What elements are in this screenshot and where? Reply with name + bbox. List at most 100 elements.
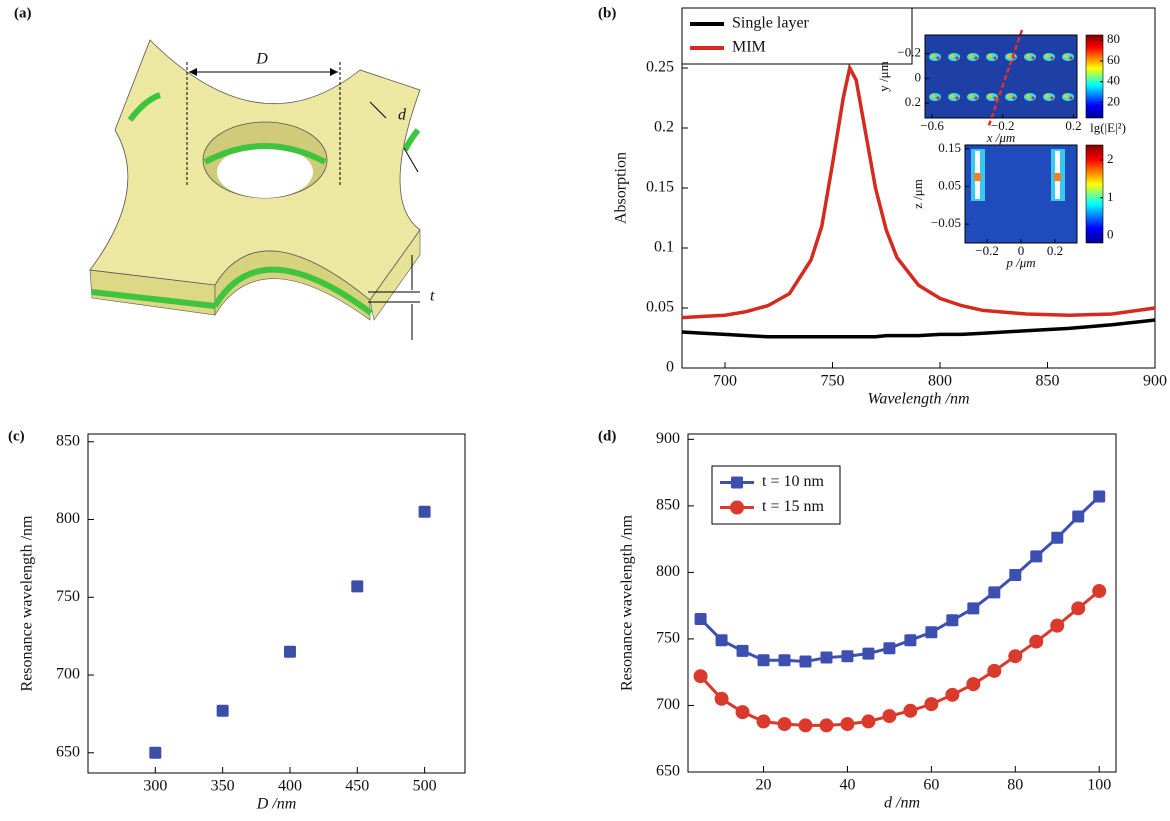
- x-tick-label: 700: [713, 373, 737, 390]
- marker: [1051, 531, 1064, 544]
- marker: [924, 697, 939, 712]
- x-tick-label: 400: [278, 778, 302, 795]
- x-tick-label: 20: [756, 777, 772, 794]
- y-tick-label: 0.2: [654, 119, 674, 136]
- green-layer: [203, 143, 327, 165]
- cut-line: [986, 29, 1024, 129]
- marker: [731, 476, 743, 489]
- field-spot: [1024, 53, 1036, 61]
- field-spot: [988, 94, 992, 98]
- marker: [757, 654, 770, 667]
- marker: [730, 500, 744, 515]
- marker: [799, 655, 812, 668]
- marker: [1092, 584, 1107, 599]
- dimension-label: d: [398, 107, 407, 124]
- field-spot: [931, 94, 935, 98]
- colorbar-label: lg(|E|²): [1090, 120, 1126, 135]
- marker: [418, 505, 431, 518]
- y-axis-label: Resonance wavelength /nm: [619, 514, 636, 691]
- field-spot: [969, 54, 973, 58]
- green-layer: [91, 289, 216, 309]
- legend-label: t = 15 nm: [762, 498, 824, 515]
- y-tick-label: 750: [656, 630, 680, 647]
- y-tick-label: 0: [666, 359, 674, 376]
- field-spot: [969, 94, 973, 98]
- green-layer: [212, 266, 373, 316]
- x-tick-label: 350: [211, 778, 235, 795]
- field-spot: [1062, 93, 1074, 101]
- x-tick-label: 60: [923, 777, 939, 794]
- colorbar: [1085, 34, 1104, 119]
- marker: [945, 687, 960, 702]
- panel-label: (d): [598, 428, 616, 444]
- x-axis-label: p /μm: [1005, 255, 1035, 270]
- marker: [925, 626, 938, 639]
- field-spot: [1043, 53, 1055, 61]
- y-tick-label: 650: [56, 743, 80, 760]
- field-spot: [931, 54, 935, 58]
- x-tick-label: 300: [143, 778, 167, 795]
- marker: [987, 663, 1002, 678]
- field-spot: [986, 93, 998, 101]
- y-axis-label: z /μm: [910, 179, 925, 209]
- field-spot: [974, 96, 978, 100]
- data-line: [681, 318, 1156, 339]
- y-axis-label: Resonance wavelength /nm: [19, 515, 36, 692]
- field-spot: [1007, 54, 1011, 58]
- y-tick-label: 700: [56, 666, 80, 683]
- y-tick-label: −0.05: [931, 215, 961, 230]
- marker: [904, 634, 917, 647]
- field-spot: [1007, 94, 1011, 98]
- y-tick-label: 0: [915, 69, 922, 84]
- field-spot: [1026, 94, 1030, 98]
- field-spot: [1024, 93, 1036, 101]
- marker: [882, 709, 897, 724]
- field-spot: [1031, 96, 1035, 100]
- field-spot: [1064, 54, 1068, 58]
- y-tick-label: 850: [56, 432, 80, 449]
- field-spot: [948, 93, 960, 101]
- marker: [216, 704, 229, 717]
- y-axis-label: Absorption: [613, 152, 630, 224]
- field-spot: [1050, 96, 1054, 100]
- field-spot: [1043, 93, 1055, 101]
- colorbar-tick-label: 60: [1107, 52, 1120, 67]
- field-spot: [974, 173, 981, 181]
- field-spot: [950, 94, 954, 98]
- x-tick-label: −0.2: [991, 118, 1015, 133]
- plot-frame: [924, 34, 1078, 119]
- y-tick-label: 0.05: [646, 299, 674, 316]
- field-spot: [1026, 54, 1030, 58]
- marker: [283, 645, 296, 658]
- y-tick-label: 0.15: [646, 179, 674, 196]
- legend-label: MIM: [732, 39, 766, 56]
- marker: [756, 714, 771, 729]
- x-tick-label: 0.2: [1065, 118, 1081, 133]
- colorbar: [1085, 144, 1104, 244]
- hole-opening: [217, 146, 313, 198]
- legend-box: [711, 465, 841, 525]
- field-spot: [1031, 56, 1035, 60]
- field-spot: [967, 93, 979, 101]
- marker: [861, 714, 876, 729]
- x-tick-label: 0.2: [1047, 243, 1063, 258]
- field-map: [925, 35, 1077, 118]
- y-tick-label: 850: [656, 497, 680, 514]
- field-spot: [950, 54, 954, 58]
- field-spot: [1005, 53, 1017, 61]
- legend-box: [681, 7, 913, 65]
- marker: [1030, 550, 1043, 563]
- x-tick-label: 800: [928, 373, 952, 390]
- y-tick-label: 0.2: [905, 94, 921, 109]
- marker: [883, 642, 896, 655]
- field-spot: [929, 93, 941, 101]
- marker: [862, 647, 875, 660]
- marker: [1093, 490, 1106, 503]
- field-spot: [1005, 93, 1017, 101]
- plot-frame: [687, 433, 1117, 773]
- y-tick-label: 0.15: [938, 140, 961, 155]
- colorbar-tick-label: 80: [1107, 31, 1120, 46]
- marker: [988, 586, 1001, 599]
- marker: [351, 580, 364, 593]
- x-tick-label: 500: [413, 778, 437, 795]
